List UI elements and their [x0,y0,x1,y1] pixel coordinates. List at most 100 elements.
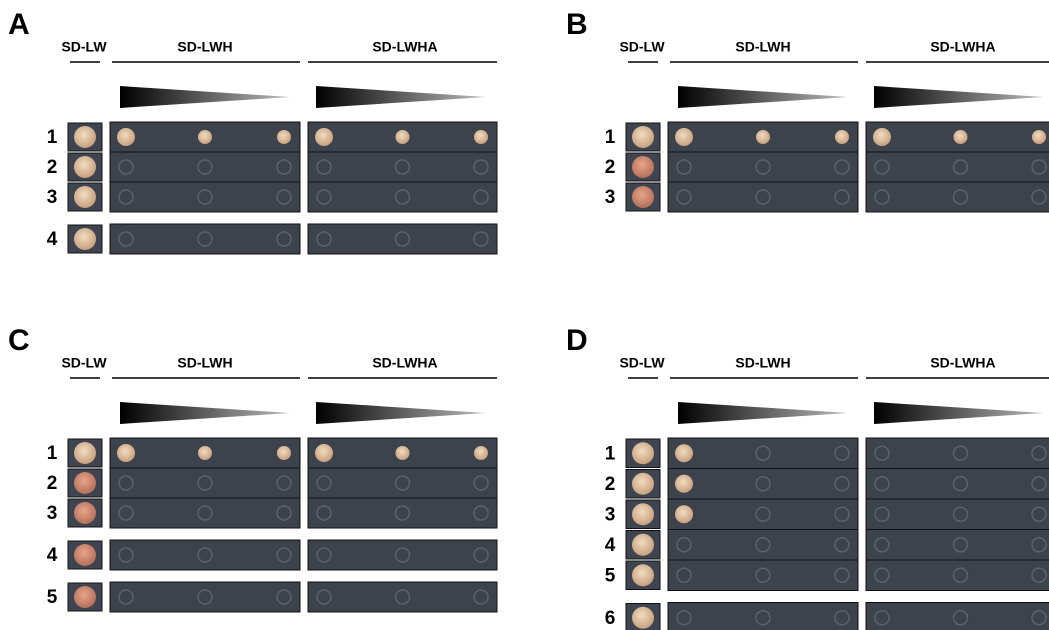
plate-strip [667,559,859,591]
colony [632,126,654,148]
faint-spot [276,505,292,521]
faint-spot [276,589,292,605]
plate-strip [667,498,859,530]
faint-spot [952,159,969,175]
panel: C SD-LW SD-LWH SD-LWHA 1 2 3 4 5 [8,324,498,613]
row-number: 1 [605,127,616,148]
faint-spot [1031,445,1047,461]
plate-strip [307,539,498,571]
faint-spot [276,231,292,247]
faint-spot [473,231,489,247]
row-number: 3 [605,187,616,208]
faint-spot [316,589,332,605]
colony [632,606,654,629]
plate-strip [109,497,301,529]
faint-spot [952,445,969,461]
faint-spot [316,189,332,205]
dilution-wedge [316,86,486,108]
faint-spot [118,505,134,521]
faint-spot [874,567,890,583]
column-header: SD-LW [61,355,107,371]
faint-spot [834,445,850,461]
colony [74,586,96,608]
faint-spot [118,547,134,563]
faint-spot [952,506,969,522]
colony [835,130,849,144]
faint-spot [952,476,969,492]
faint-spot [394,159,411,175]
faint-spot [118,231,134,247]
colony [74,442,96,464]
dilution-wedge [120,402,290,424]
row-number: 5 [47,587,58,608]
colony [117,128,135,146]
faint-spot [118,589,134,605]
row-number: 4 [47,545,58,566]
column-header: SD-LWHA [930,39,995,55]
column-header: SD-LWH [177,39,232,55]
colony [395,130,410,144]
plate-strip [109,539,301,571]
dilution-wedge [120,86,290,108]
faint-spot [676,159,692,175]
dilution-wedge [678,86,848,108]
faint-spot [276,189,292,205]
plate-strip [667,437,859,469]
faint-spot [197,231,213,247]
panel-label: B [566,8,588,41]
colony [117,444,135,462]
plate-strip [307,581,498,613]
colony [632,503,654,526]
faint-spot [676,567,692,583]
faint-spot [874,610,890,626]
plate-strip [667,468,859,500]
faint-spot [394,505,411,521]
dilution-wedge [874,86,1044,108]
faint-spot [197,475,213,491]
plate-strip [307,467,498,499]
plate-strip [667,181,859,213]
colony [756,130,770,144]
faint-spot [952,537,969,553]
faint-spot [394,231,411,247]
plate-strip [667,602,859,630]
colony [74,472,96,494]
faint-spot [834,506,850,522]
row-number: 2 [605,157,616,178]
plate-strip [667,151,859,183]
row-number: 3 [47,187,58,208]
faint-spot [834,159,850,175]
colony [74,228,96,250]
plate-strip [307,223,498,255]
faint-spot [1031,537,1047,553]
colony [474,130,488,144]
panel-label: A [8,8,30,41]
plate-strip [109,581,301,613]
faint-spot [676,610,692,626]
faint-spot [316,547,332,563]
plate-strip [865,559,1049,591]
faint-spot [197,589,213,605]
plate-strip [307,181,498,213]
faint-spot [473,505,489,521]
colony [74,502,96,524]
faint-spot [197,159,213,175]
dilution-wedge [874,402,1044,424]
plate-strip [865,529,1049,561]
faint-spot [952,610,969,626]
faint-spot [755,610,771,626]
faint-spot [834,189,850,205]
colony [675,444,693,463]
column-header: SD-LWHA [930,355,995,371]
panel-label: D [566,324,588,357]
faint-spot [316,505,332,521]
plate-strip [865,498,1049,530]
colony [74,544,96,566]
row-number: 3 [47,503,58,524]
column-header: SD-LWH [735,355,790,371]
faint-spot [473,189,489,205]
column-header: SD-LW [61,39,107,55]
column-header: SD-LW [619,39,665,55]
row-number: 2 [47,473,58,494]
faint-spot [952,189,969,205]
